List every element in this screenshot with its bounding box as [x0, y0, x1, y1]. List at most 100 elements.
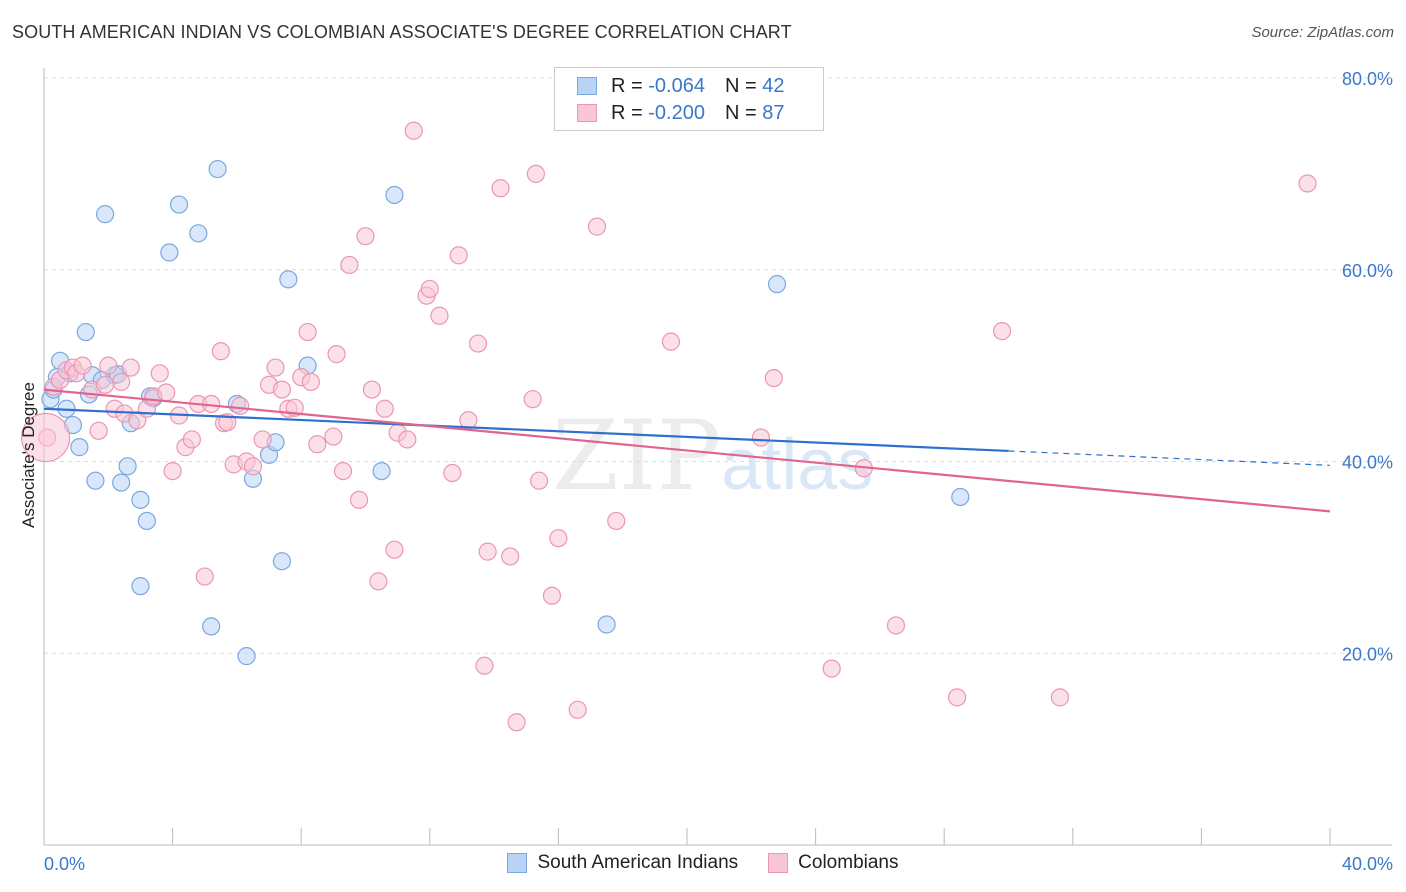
data-point-south-american-indians — [272, 552, 292, 571]
data-point-colombians — [301, 372, 320, 392]
legend-r-label: R = — [611, 101, 649, 124]
data-point-colombians — [266, 358, 285, 377]
data-point-colombians — [430, 306, 449, 325]
legend-r-value: -0.064 — [648, 74, 705, 97]
data-point-colombians — [822, 659, 841, 678]
legend-swatch-blue — [577, 77, 597, 95]
data-point-south-american-indians — [237, 647, 256, 666]
data-point-colombians — [308, 435, 327, 454]
source-credit: Source: ZipAtlas.com — [1251, 24, 1394, 41]
y-tick-label: 20.0% — [1342, 644, 1393, 664]
data-point-colombians — [231, 396, 250, 415]
data-point-south-american-indians — [131, 577, 150, 596]
data-point-colombians — [947, 688, 967, 707]
data-point-south-american-indians — [385, 185, 404, 205]
data-point-colombians — [992, 322, 1012, 341]
data-point-colombians — [356, 227, 375, 246]
data-point-colombians — [886, 616, 906, 635]
y-tick-label: 80.0% — [1342, 69, 1393, 89]
data-point-colombians-cluster — [21, 412, 71, 463]
data-point-colombians — [375, 399, 394, 418]
data-point-south-american-indians — [951, 487, 970, 507]
data-point-south-american-indians — [76, 322, 95, 342]
series-legend-item-south-american-indians[interactable]: South American Indians — [507, 852, 738, 874]
data-point-south-american-indians — [208, 159, 227, 179]
data-point-colombians — [420, 279, 439, 299]
trend-line-south-american-indians — [43, 407, 1009, 453]
legend-row-south-american-indians: R = -0.064 N = 42 — [577, 74, 784, 98]
series-swatch-pink — [768, 853, 789, 873]
y-axis-label: Associate's Degree — [19, 382, 38, 528]
data-point-colombians — [369, 572, 388, 591]
series-legend-label: Colombians — [798, 852, 899, 873]
data-point-colombians — [443, 463, 462, 483]
chart-title: SOUTH AMERICAN INDIAN VS COLOMBIAN ASSOC… — [12, 22, 792, 42]
legend-n-value: 42 — [762, 74, 785, 97]
data-point-colombians — [549, 529, 568, 548]
data-point-colombians — [121, 358, 140, 377]
data-point-colombians — [661, 332, 681, 351]
watermark-main: ZIP — [552, 400, 722, 512]
legend-r-label: R = — [611, 74, 649, 97]
data-point-south-american-indians — [202, 617, 221, 636]
x-tick-label-max: 40.0% — [1342, 854, 1393, 874]
legend-swatch-pink — [577, 104, 597, 122]
trend-line-extension-south-american-indians — [1008, 450, 1331, 466]
data-point-south-american-indians — [95, 205, 115, 224]
data-point-colombians — [530, 471, 549, 490]
legend-r-value: -0.200 — [648, 101, 705, 124]
data-point-colombians — [478, 542, 497, 561]
data-point-colombians — [568, 700, 587, 719]
data-point-colombians — [99, 356, 118, 375]
y-tick-label: 40.0% — [1342, 453, 1393, 473]
data-point-south-american-indians — [169, 195, 189, 214]
data-point-colombians — [95, 375, 115, 394]
data-point-colombians — [253, 430, 272, 449]
data-point-colombians — [272, 380, 292, 399]
data-point-colombians — [1050, 688, 1070, 707]
data-point-colombians — [163, 461, 182, 481]
data-point-colombians — [475, 656, 494, 675]
data-point-south-american-indians — [189, 224, 208, 243]
data-point-south-american-indians — [597, 615, 616, 634]
data-point-south-american-indians — [767, 275, 787, 294]
data-point-colombians — [607, 511, 626, 531]
data-point-colombians — [195, 567, 214, 586]
data-point-colombians — [1298, 174, 1317, 193]
y-tick-label: 60.0% — [1342, 261, 1393, 281]
series-swatch-blue — [507, 853, 528, 873]
data-point-colombians — [89, 421, 108, 440]
data-point-colombians — [491, 179, 510, 198]
data-point-colombians — [150, 364, 169, 383]
data-point-colombians — [362, 380, 382, 399]
series-legend: South American Indians Colombians — [0, 852, 1406, 874]
data-point-colombians — [449, 246, 468, 265]
x-tick-label-min: 0.0% — [44, 854, 85, 874]
data-point-south-american-indians — [160, 243, 179, 262]
data-point-colombians — [157, 383, 176, 402]
data-point-colombians — [324, 427, 343, 446]
data-point-colombians — [751, 428, 771, 447]
data-point-colombians — [398, 430, 417, 449]
data-point-colombians — [764, 368, 783, 388]
trend-line-colombians — [43, 388, 1331, 513]
correlation-legend: R = -0.064 N = 42 R = -0.200 N = 87 — [554, 67, 824, 131]
data-point-colombians — [542, 586, 562, 605]
data-point-colombians — [523, 390, 542, 409]
data-point-colombians — [298, 322, 317, 342]
data-point-colombians — [211, 342, 230, 361]
data-point-south-american-indians — [131, 490, 150, 509]
data-point-south-american-indians — [112, 473, 131, 492]
series-legend-label: South American Indians — [537, 852, 739, 873]
data-point-colombians — [587, 217, 607, 236]
series-legend-item-colombians[interactable]: Colombians — [768, 852, 899, 874]
data-point-colombians — [73, 356, 92, 375]
legend-n-label: N = — [724, 101, 763, 124]
data-point-south-american-indians — [372, 461, 391, 481]
data-point-colombians — [468, 334, 488, 353]
data-point-south-american-indians — [86, 471, 105, 490]
data-point-colombians — [340, 255, 359, 275]
data-point-south-american-indians — [118, 457, 137, 476]
data-point-colombians — [112, 372, 131, 392]
